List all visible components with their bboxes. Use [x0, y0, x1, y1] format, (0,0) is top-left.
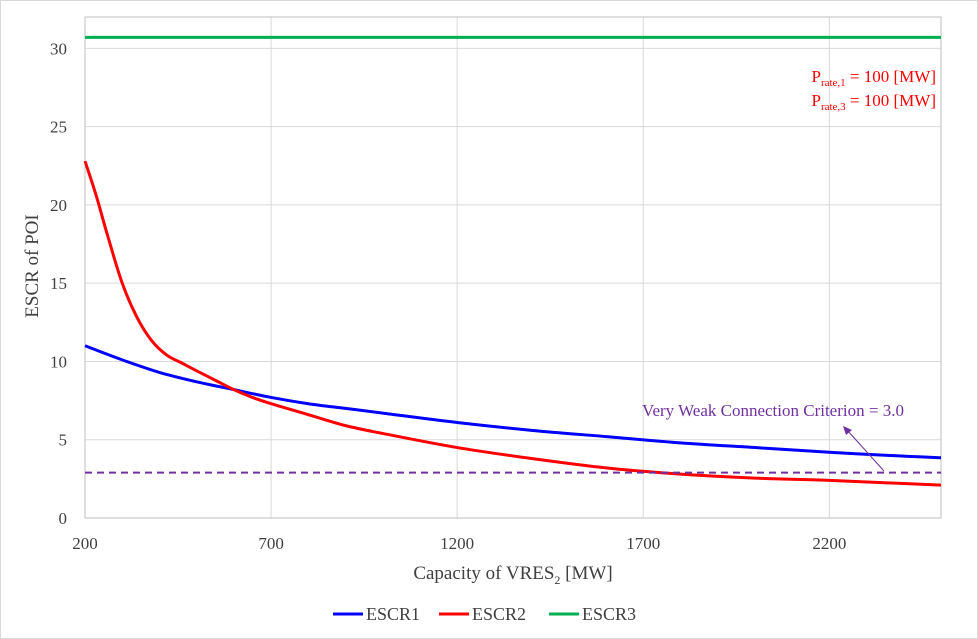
x-axis-label-main: Capacity of VRES [413, 563, 554, 584]
x-axis-label-suffix: [MW] [560, 563, 612, 584]
y-tick-label: 20 [50, 196, 67, 215]
y-tick-label: 30 [50, 39, 67, 58]
annotation-prate-1-main: P [811, 67, 820, 86]
x-tick-label: 700 [258, 534, 284, 553]
plot-border [84, 16, 942, 519]
y-tick-label: 25 [50, 118, 67, 137]
annotation-prate-3-rest: = 100 [MW] [846, 91, 936, 110]
y-axis-label: ESCR of POI [22, 214, 43, 317]
y-tick-label: 0 [59, 509, 68, 528]
tick-labels: 0 5 10 15 20 25 30 200 700 1200 1700 2200 [50, 39, 846, 553]
grid-lines [84, 16, 942, 519]
legend-item-escr2: ESCR2 [439, 604, 526, 624]
series-line-escr2 [83, 160, 942, 487]
reference-arrow [843, 426, 885, 472]
annotation-prate-3-sub: rate,3 [821, 101, 846, 113]
annotation-prate-1-sub: rate,1 [821, 77, 846, 89]
y-tick-label: 15 [50, 274, 67, 293]
x-tick-label: 1700 [626, 534, 660, 553]
series-layer [83, 35, 942, 487]
legend-item-escr3: ESCR3 [549, 604, 636, 624]
x-axis-label-sub: 2 [554, 573, 560, 587]
y-tick-label: 10 [50, 352, 67, 371]
legend: ESCR1 ESCR2 ESCR3 [333, 604, 636, 624]
annotation-prate-1-rest: = 100 [MW] [846, 67, 936, 86]
x-tick-label: 2200 [812, 534, 846, 553]
legend-label-escr3: ESCR3 [582, 604, 636, 624]
legend-label-escr2: ESCR2 [472, 604, 526, 624]
legend-item-escr1: ESCR1 [333, 604, 420, 624]
annotation-prate-1: Prate,1 = 100 [MW] [811, 67, 936, 89]
legend-label-escr1: ESCR1 [366, 604, 420, 624]
annotation-prate-3: Prate,3 = 100 [MW] [811, 91, 936, 113]
y-tick-label: 5 [59, 431, 68, 450]
x-tick-label: 1200 [440, 534, 474, 553]
x-tick-label: 200 [72, 534, 98, 553]
reference-line-label: Very Weak Connection Criterion = 3.0 [642, 401, 904, 420]
x-axis-label: Capacity of VRES2 [MW] [413, 563, 612, 587]
annotation-prate-3-main: P [811, 91, 820, 110]
series-line-escr1 [84, 344, 942, 460]
